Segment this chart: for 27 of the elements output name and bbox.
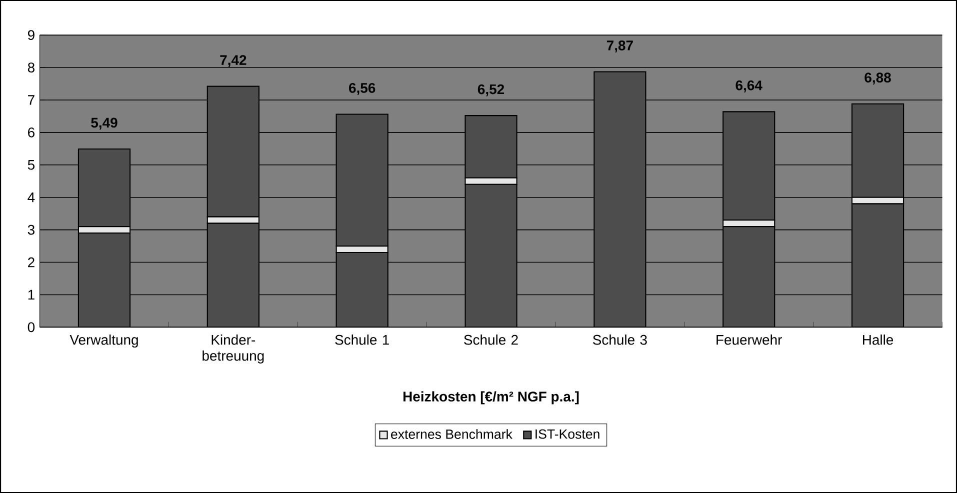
x-tick-label: Halle — [862, 334, 894, 345]
y-tick-label: 2 — [28, 257, 34, 268]
y-tick-label: 5 — [28, 160, 35, 170]
x-tick-label: Schule 3 — [592, 334, 647, 345]
x-tick-label: Schule 2 — [464, 334, 518, 345]
y-tick-label: 0 — [28, 322, 35, 332]
legend-label: externes Benchmark — [391, 429, 512, 439]
y-tick-label: 4 — [28, 192, 35, 202]
y-tick-label: 1 — [28, 290, 34, 300]
x-tick-label: Feuerwehr — [716, 334, 782, 345]
y-tick-label: 7 — [28, 95, 34, 105]
total-label: 6,64 — [736, 80, 762, 92]
total-label: 7,42 — [220, 55, 246, 67]
total-label: 7,87 — [606, 40, 633, 52]
y-tick-label: 6 — [28, 127, 34, 138]
y-tick-label: 9 — [28, 30, 34, 40]
total-label: 6,52 — [478, 84, 504, 96]
x-axis-title: Heizkosten [€/m² NGF p.a.] — [403, 391, 579, 404]
y-tick-label: 8 — [28, 62, 34, 72]
x-tick-label: Verwaltung — [70, 334, 138, 348]
x-tick-label: Kinder-betreuung — [202, 334, 264, 364]
x-tick-label: Schule 1 — [335, 334, 389, 345]
total-label: 6,88 — [864, 72, 891, 85]
total-label: 6,56 — [349, 83, 376, 95]
total-label: 5,49 — [91, 118, 118, 130]
y-tick-label: 3 — [28, 224, 34, 235]
legend-label: IST-Kosten — [536, 429, 600, 439]
